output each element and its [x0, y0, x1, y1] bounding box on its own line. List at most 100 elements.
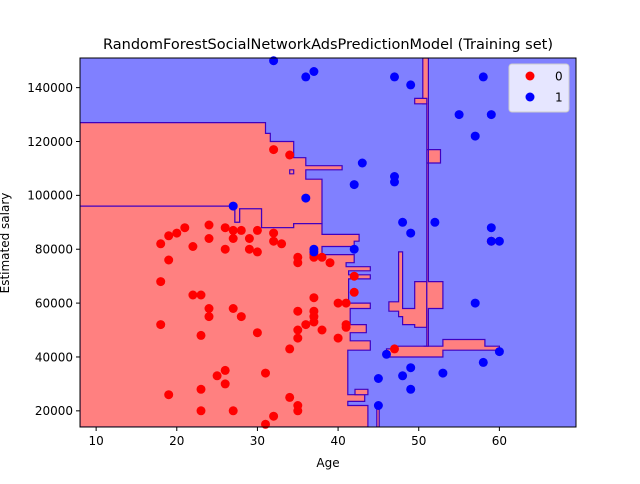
point-class-0-8 [228, 225, 238, 235]
point-class-0-60 [196, 406, 206, 416]
point-class-0-24 [236, 312, 246, 322]
point-class-0-53 [349, 287, 359, 297]
point-class-1-17 [406, 228, 416, 238]
point-class-1-8 [470, 131, 480, 141]
point-class-1-18 [486, 223, 496, 233]
point-class-0-25 [156, 320, 166, 330]
legend-marker-0 [525, 71, 535, 81]
point-class-1-32 [406, 384, 416, 394]
x-axis-label: Age [316, 456, 339, 470]
point-class-0-68 [390, 344, 399, 354]
point-class-0-3 [180, 223, 190, 233]
point-class-0-33 [293, 258, 303, 268]
point-class-1-30 [438, 368, 448, 378]
point-class-0-23 [228, 304, 238, 313]
point-class-0-12 [244, 244, 254, 254]
y-tick-label-80000: 80000 [35, 243, 73, 257]
point-class-1-27 [478, 357, 488, 367]
point-class-1-7 [486, 110, 496, 120]
decision-region-5 [422, 58, 444, 347]
legend-marker-1 [525, 92, 535, 102]
point-class-0-48 [293, 325, 303, 335]
point-class-0-49 [293, 333, 303, 343]
point-class-0-65 [293, 406, 303, 416]
point-class-1-10 [349, 180, 359, 190]
point-class-0-58 [220, 365, 230, 375]
point-class-1-26 [494, 347, 504, 357]
point-class-0-55 [164, 390, 174, 400]
point-class-0-29 [269, 228, 279, 238]
point-class-0-17 [156, 277, 166, 287]
point-class-0-31 [277, 239, 287, 249]
point-class-1-31 [373, 374, 383, 383]
point-class-0-40 [341, 298, 351, 308]
point-class-0-1 [164, 231, 174, 241]
point-class-0-5 [204, 220, 214, 230]
decision-region-8 [354, 388, 369, 396]
point-class-0-9 [228, 234, 238, 243]
point-class-1-9 [357, 158, 367, 168]
point-class-0-37 [325, 258, 335, 268]
decision-region-7 [289, 169, 295, 175]
point-class-0-52 [341, 320, 351, 330]
point-class-0-54 [285, 344, 295, 354]
legend: 0 1 [508, 63, 570, 113]
point-class-0-56 [196, 384, 206, 394]
point-class-0-39 [333, 298, 343, 308]
point-class-0-4 [188, 242, 198, 251]
point-class-0-50 [333, 333, 343, 343]
y-axis: 20000 40000 60000 80000 100000 120000 140000 [27, 81, 80, 418]
x-tick-label-50: 50 [411, 434, 426, 448]
plot-frame [79, 57, 577, 428]
point-class-0-30 [269, 236, 279, 246]
point-class-0-38 [349, 271, 359, 281]
point-class-1-20 [494, 236, 504, 246]
point-class-0-46 [301, 320, 311, 330]
point-class-1-14 [228, 201, 238, 211]
decision-region-1 [80, 205, 371, 427]
point-class-0-0 [156, 239, 166, 249]
point-class-1-5 [478, 72, 488, 82]
point-class-0-26 [196, 330, 206, 340]
point-class-1-12 [390, 177, 399, 187]
point-class-1-6 [454, 110, 464, 120]
point-class-0-16 [285, 150, 295, 160]
point-class-0-43 [293, 306, 303, 316]
point-class-0-36 [317, 252, 327, 262]
point-class-0-21 [204, 304, 214, 313]
point-class-0-20 [196, 290, 206, 300]
point-class-0-13 [252, 247, 262, 257]
point-class-0-59 [220, 379, 230, 389]
point-class-0-66 [269, 411, 279, 421]
data-points [156, 56, 504, 429]
point-class-1-28 [398, 371, 408, 381]
x-tick-label-20: 20 [169, 434, 184, 448]
y-tick-label-60000: 60000 [35, 296, 73, 310]
point-class-0-41 [309, 293, 319, 303]
point-class-0-19 [188, 290, 198, 300]
point-class-0-2 [172, 228, 182, 238]
point-class-0-11 [244, 234, 254, 243]
point-class-0-15 [269, 145, 279, 155]
y-axis-label: Estimated salary [0, 193, 12, 294]
y-tick-label-40000: 40000 [35, 350, 73, 364]
y-tick-label-140000: 140000 [27, 81, 73, 95]
point-class-1-24 [470, 298, 480, 308]
point-class-1-3 [390, 72, 399, 82]
point-class-1-33 [373, 401, 383, 410]
point-class-0-45 [309, 317, 319, 327]
legend-label-1: 1 [555, 91, 563, 105]
point-class-0-47 [317, 325, 327, 335]
point-class-0-7 [220, 223, 230, 233]
point-class-0-18 [164, 255, 174, 265]
x-tick-label-30: 30 [250, 434, 265, 448]
point-class-1-15 [398, 217, 408, 227]
point-class-0-22 [204, 312, 214, 322]
point-class-1-2 [309, 67, 319, 76]
point-class-1-29 [406, 363, 416, 373]
legend-box [508, 63, 570, 113]
x-axis: 10 20 30 40 50 60 [88, 427, 507, 448]
decision-region-6 [414, 97, 428, 105]
